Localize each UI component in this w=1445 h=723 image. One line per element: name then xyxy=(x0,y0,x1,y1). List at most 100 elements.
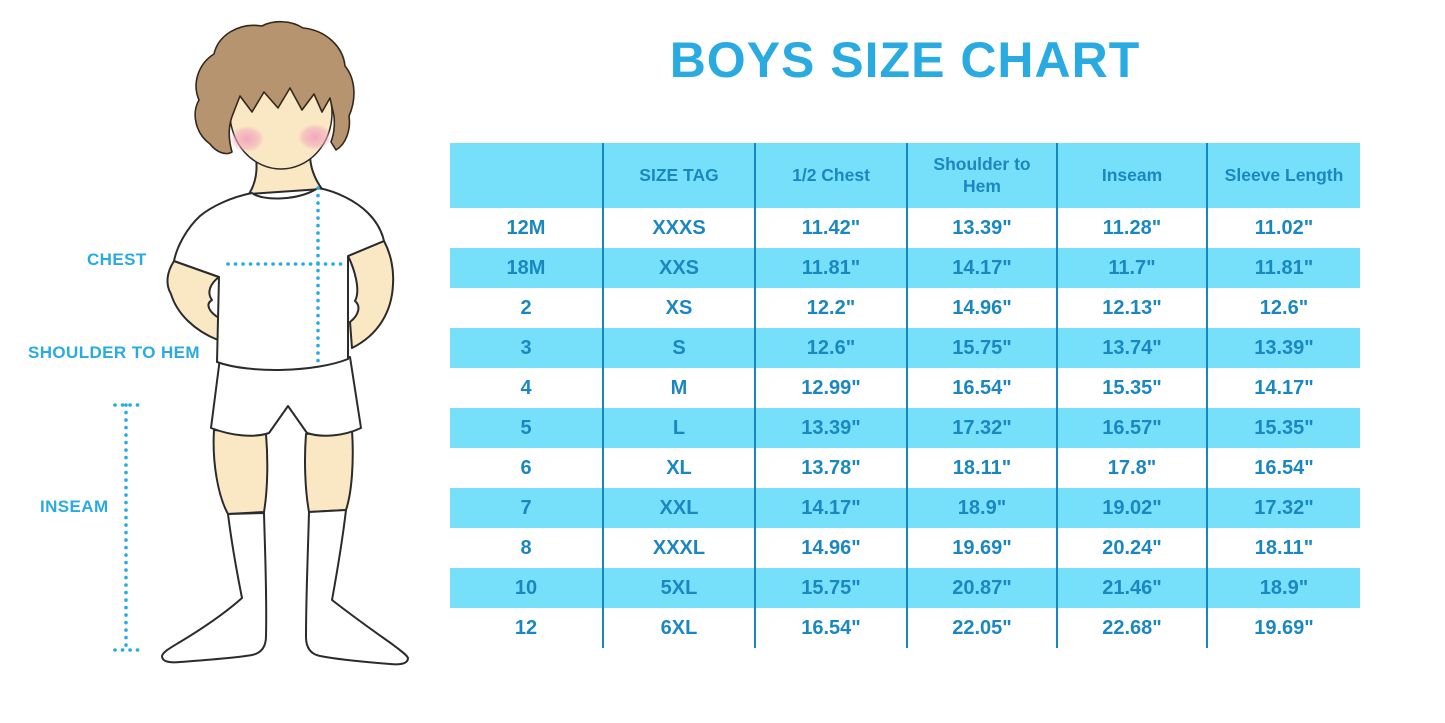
table-cell: XXXL xyxy=(602,528,755,568)
table-cell: 11.28" xyxy=(1056,208,1207,248)
table-cell: 19.69" xyxy=(1206,608,1360,648)
table-cell: 22.05" xyxy=(906,608,1057,648)
table-cell: 19.69" xyxy=(906,528,1057,568)
table-cell: 14.17" xyxy=(754,488,907,528)
page-title: BOYS SIZE CHART xyxy=(669,32,1141,88)
table-cell: 14.17" xyxy=(906,248,1057,288)
column-header: Inseam xyxy=(1056,143,1207,208)
table-row: 7 XXL 14.17" 18.9" 19.02" 17.32" xyxy=(450,488,1360,528)
boy-sock-left xyxy=(161,512,268,664)
chest-label: CHEST xyxy=(87,250,147,269)
table-cell: XXL xyxy=(602,488,755,528)
table-cell: 15.75" xyxy=(754,568,907,608)
table-cell: 12.13" xyxy=(1056,288,1207,328)
table-cell: 21.46" xyxy=(1056,568,1207,608)
boy-illustration-svg xyxy=(113,20,409,666)
boy-arm-right xyxy=(347,240,395,349)
boy-sock-right xyxy=(305,509,409,666)
table-cell: 17.8" xyxy=(1056,448,1207,488)
table-cell: 19.02" xyxy=(1056,488,1207,528)
table-cell: 11.81" xyxy=(754,248,907,288)
table-cell: 17.32" xyxy=(1206,488,1360,528)
table-row: 6 XL 13.78" 18.11" 17.8" 16.54" xyxy=(450,448,1360,488)
table-cell: 11.81" xyxy=(1206,248,1360,288)
table-cell: 13.39" xyxy=(754,408,907,448)
table-cell: XS xyxy=(602,288,755,328)
table-cell: 15.75" xyxy=(906,328,1057,368)
boy-hair xyxy=(194,20,355,155)
table-cell: 18.9" xyxy=(1206,568,1360,608)
table-row: 2 XS 12.2" 14.96" 12.13" 12.6" xyxy=(450,288,1360,328)
table-cell: 11.42" xyxy=(754,208,907,248)
table-cell: 11.7" xyxy=(1056,248,1207,288)
row-label-cell: 6 xyxy=(520,456,532,479)
table-cell: XXXS xyxy=(602,208,755,248)
size-table: SIZE TAG 1/2 Chest Shoulder to Hem Inseam Sl… xyxy=(450,143,1360,648)
table-cell: 14.96" xyxy=(754,528,907,568)
column-header xyxy=(450,143,603,208)
table-cell: 20.24" xyxy=(1056,528,1207,568)
table-cell: 13.74" xyxy=(1056,328,1207,368)
table-row: 18M XXS 11.81" 14.17" 11.7" 11.81" xyxy=(450,248,1360,288)
table-cell: M xyxy=(602,368,755,408)
table-cell: 16.54" xyxy=(1206,448,1360,488)
row-label-cell: 4 xyxy=(520,376,532,399)
table-row: 12M XXXS 11.42" 13.39" 11.28" 11.02" xyxy=(450,208,1360,248)
table-cell: 12.2" xyxy=(754,288,907,328)
table-cell: 22.68" xyxy=(1056,608,1207,648)
size-table-body: 12M XXXS 11.42" 13.39" 11.28" 11.02" 18M XXS 11.… xyxy=(450,208,1360,648)
row-label-cell: 7 xyxy=(450,488,603,528)
column-header: 1/2 Chest xyxy=(754,143,907,208)
table-cell: 6XL xyxy=(602,608,755,648)
column-header: Sleeve Length xyxy=(1206,143,1360,208)
table-cell: 18.11" xyxy=(1206,528,1360,568)
boy-cheek-right xyxy=(298,124,332,150)
table-row: 10 5XL 15.75" 20.87" 21.46" 18.9" xyxy=(450,568,1360,608)
row-label-cell: 12M xyxy=(506,216,546,239)
table-cell: 11.02" xyxy=(1206,208,1360,248)
table-row: 3 S 12.6" 15.75" 13.74" 13.39" xyxy=(450,328,1360,368)
table-cell: 14.17" xyxy=(1206,368,1360,408)
table-cell: 14.96" xyxy=(906,288,1057,328)
table-cell: 20.87" xyxy=(906,568,1057,608)
row-label-cell: 18M xyxy=(450,248,603,288)
table-cell: 5XL xyxy=(602,568,755,608)
table-cell: 18.9" xyxy=(906,488,1057,528)
shoulder-to-hem-label: SHOULDER TO HEM xyxy=(28,343,200,362)
table-cell: XL xyxy=(602,448,755,488)
column-header: SIZE TAG xyxy=(602,143,755,208)
size-table-header-row: SIZE TAG 1/2 Chest Shoulder to Hem Inseam Sl… xyxy=(450,143,1360,208)
row-label-cell: 10 xyxy=(450,568,603,608)
table-cell: 12.99" xyxy=(754,368,907,408)
column-header: Shoulder to Hem xyxy=(906,143,1057,208)
boy-illustration: CHEST SHOULDER TO HEM INSEAM xyxy=(0,0,450,723)
table-cell: 16.54" xyxy=(906,368,1057,408)
inseam-label: INSEAM xyxy=(40,497,109,516)
table-cell: 18.11" xyxy=(906,448,1057,488)
row-label-cell: 5 xyxy=(450,408,603,448)
table-cell: 12.6" xyxy=(1206,288,1360,328)
table-row: 4 M 12.99" 16.54" 15.35" 14.17" xyxy=(450,368,1360,408)
table-cell: 13.39" xyxy=(906,208,1057,248)
table-row: 5 L 13.39" 17.32" 16.57" 15.35" xyxy=(450,408,1360,448)
table-cell: S xyxy=(602,328,755,368)
table-cell: 17.32" xyxy=(906,408,1057,448)
table-cell: 13.78" xyxy=(754,448,907,488)
table-cell: 16.54" xyxy=(754,608,907,648)
table-cell: 12.6" xyxy=(754,328,907,368)
table-cell: 15.35" xyxy=(1206,408,1360,448)
row-label-cell: 2 xyxy=(520,296,532,319)
table-cell: 13.39" xyxy=(1206,328,1360,368)
boy-cheek-left xyxy=(230,126,264,152)
row-label-cell: 3 xyxy=(450,328,603,368)
table-row: 12 6XL 16.54" 22.05" 22.68" 19.69" xyxy=(450,608,1360,648)
row-label-cell: 8 xyxy=(520,536,532,559)
table-cell: XXS xyxy=(602,248,755,288)
boy-leg-right xyxy=(304,429,354,513)
table-cell: 15.35" xyxy=(1056,368,1207,408)
table-cell: 16.57" xyxy=(1056,408,1207,448)
table-row: 8 XXXL 14.96" 19.69" 20.24" 18.11" xyxy=(450,528,1360,568)
table-cell: L xyxy=(602,408,755,448)
boy-leg-left xyxy=(212,429,269,515)
